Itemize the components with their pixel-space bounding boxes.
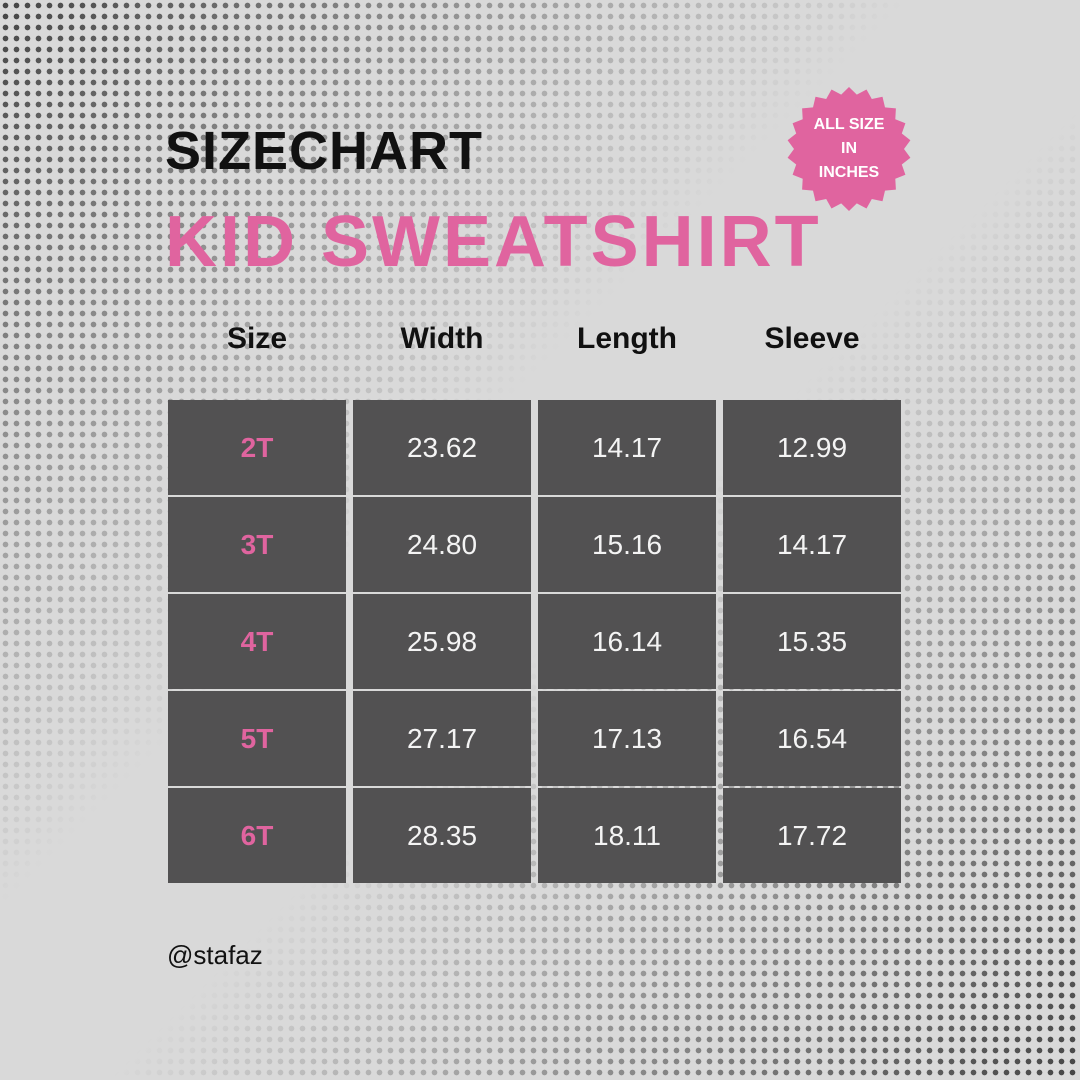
measurement-cell: 14.17: [723, 497, 901, 592]
badge-line: IN: [841, 140, 857, 157]
measurement-cell: 27.17: [353, 691, 531, 786]
column-header: Width: [400, 322, 484, 355]
size-cell: 2T: [168, 400, 346, 495]
measurement-cell: 25.98: [353, 594, 531, 689]
column-header: Size: [226, 322, 288, 355]
size-cell: 4T: [168, 594, 346, 689]
badge-shape: [787, 87, 911, 211]
size-cell: 5T: [168, 691, 346, 786]
page-subtitle: KID SWEATSHIRT: [165, 202, 822, 282]
measurement-cell: 16.14: [538, 594, 716, 689]
measurement-cell: 12.99: [723, 400, 901, 495]
size-cell: 3T: [168, 497, 346, 592]
measurement-cell: 24.80: [353, 497, 531, 592]
measurement-cell: 14.17: [538, 400, 716, 495]
page-title: SIZECHART: [165, 121, 483, 181]
measurement-cell: 18.11: [538, 788, 716, 883]
badge-line: ALL SIZE: [813, 116, 885, 133]
measurement-cell: 28.35: [353, 788, 531, 883]
measurement-cell: 17.13: [538, 691, 716, 786]
measurement-cell: 15.35: [723, 594, 901, 689]
column-header: Length: [577, 322, 677, 355]
measurement-cell: 16.54: [723, 691, 901, 786]
size-cell: 6T: [168, 788, 346, 883]
measurement-cell: 15.16: [538, 497, 716, 592]
social-handle: @stafaz: [167, 940, 263, 970]
starburst-icon: [787, 87, 911, 211]
measurement-cell: 23.62: [353, 400, 531, 495]
badge-line: INCHES: [818, 164, 880, 181]
units-badge: ALL SIZE IN INCHES: [786, 86, 912, 212]
column-header: Sleeve: [764, 322, 860, 355]
measurement-cell: 17.72: [723, 788, 901, 883]
